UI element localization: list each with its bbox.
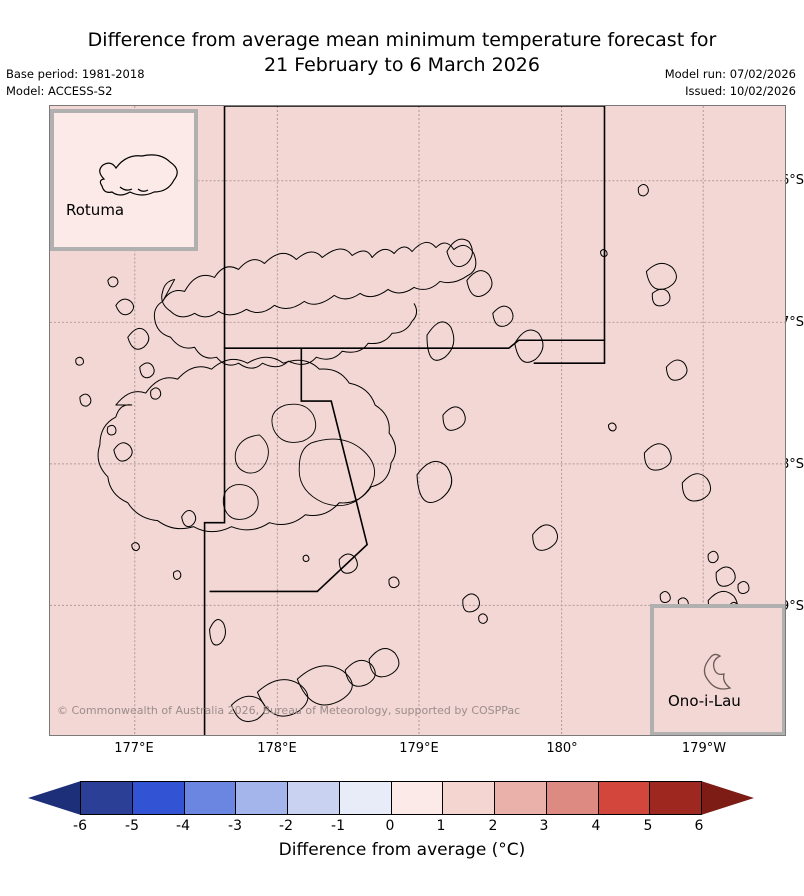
x-tick-180: 180° xyxy=(546,741,578,756)
colorbar-tick--3: -3 xyxy=(228,818,242,834)
colorbar-tick--4: -4 xyxy=(176,818,190,834)
colorbar-tick-6: 6 xyxy=(694,818,704,834)
page-title: Difference from average mean minimum tem… xyxy=(87,29,717,76)
colorbar-title: Difference from average (°C) xyxy=(278,840,526,860)
colorbar-bin-0 xyxy=(81,782,133,814)
colorbar-bin-2 xyxy=(184,782,237,814)
colorbar-bin-11 xyxy=(650,782,701,814)
colorbar-tick-5: 5 xyxy=(643,818,653,834)
header: Difference from average mean minimum tem… xyxy=(0,0,804,105)
colorbar-tick--6: -6 xyxy=(73,818,87,834)
colorbar-extend-high-arrow xyxy=(701,781,754,815)
x-tick-178e: 178°E xyxy=(257,741,297,756)
colorbar-bin-8 xyxy=(495,782,547,814)
inset-label-ono-i-lau: Ono-i-Lau xyxy=(668,692,741,710)
colorbar-bin-5 xyxy=(339,782,392,814)
colorbar-tick-4: 4 xyxy=(591,818,601,834)
copyright-text: © Commonwealth of Australia 2026, Bureau… xyxy=(57,704,521,717)
x-tick-177e: 177°E xyxy=(114,741,154,756)
colorbar-tick--5: -5 xyxy=(125,818,139,834)
colorbar-extend-low-arrow xyxy=(28,781,81,815)
metadata-left: Base period: 1981-2018 Model: ACCESS-S2 xyxy=(6,67,145,98)
colorbar-bin-9 xyxy=(546,782,599,814)
colorbar-panel: -6 -5 -4 -3 -2 -1 0 1 2 3 4 5 6 Differen… xyxy=(0,776,804,896)
colorbar-bin-3 xyxy=(236,782,288,814)
eez-boundary xyxy=(203,106,606,735)
colorbar-bin-7 xyxy=(443,782,495,814)
colorbar-bin-10 xyxy=(598,782,651,814)
colorbar-bin-4 xyxy=(288,782,340,814)
colorbar-tick-2: 2 xyxy=(488,818,498,834)
colorbar-tick-1: 1 xyxy=(436,818,446,834)
ono-i-lau-island-shape xyxy=(703,653,732,690)
coastlines xyxy=(75,184,750,723)
inset-rotuma[interactable]: Rotuma xyxy=(50,109,198,251)
x-tick-179w: 179°W xyxy=(681,741,727,756)
colorbar-tick-0: 0 xyxy=(385,818,395,834)
colorbar-tick-3: 3 xyxy=(539,818,549,834)
x-tick-179e: 179°E xyxy=(399,741,439,756)
metadata-right: Model run: 07/02/2026 Issued: 10/02/2026 xyxy=(664,67,796,98)
colorbar-bin-6 xyxy=(391,782,444,814)
rotuma-island-shape xyxy=(99,154,178,196)
colorbar xyxy=(80,781,702,815)
map-panel[interactable]: Rotuma Ono-i-Lau © Commonwealth of Austr… xyxy=(49,105,786,736)
colorbar-tick--2: -2 xyxy=(279,818,293,834)
inset-label-rotuma: Rotuma xyxy=(66,201,125,219)
inset-ono-i-lau[interactable]: Ono-i-Lau xyxy=(650,604,785,735)
colorbar-tick--1: -1 xyxy=(331,818,345,834)
colorbar-bin-1 xyxy=(132,782,185,814)
